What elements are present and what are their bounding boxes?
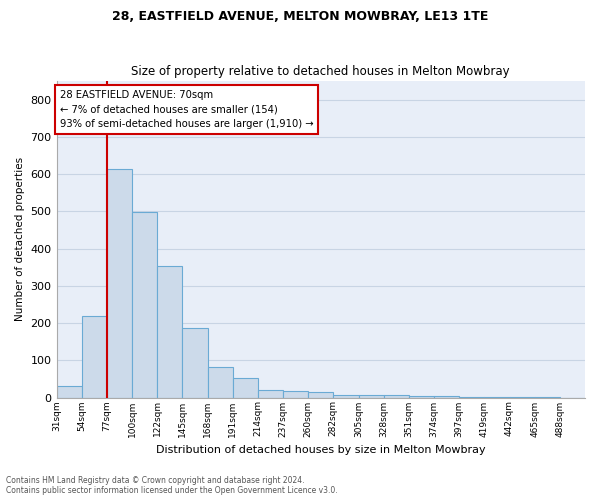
Y-axis label: Number of detached properties: Number of detached properties	[15, 157, 25, 322]
Bar	[409, 396, 434, 398]
Bar	[308, 392, 334, 398]
Bar	[383, 396, 409, 398]
Bar	[434, 396, 459, 398]
Bar	[283, 391, 308, 398]
Bar	[56, 386, 82, 398]
Bar	[484, 397, 509, 398]
Bar	[208, 366, 233, 398]
Bar	[334, 394, 359, 398]
Text: Contains HM Land Registry data © Crown copyright and database right 2024.
Contai: Contains HM Land Registry data © Crown c…	[6, 476, 338, 495]
Text: 28, EASTFIELD AVENUE, MELTON MOWBRAY, LE13 1TE: 28, EASTFIELD AVENUE, MELTON MOWBRAY, LE…	[112, 10, 488, 23]
X-axis label: Distribution of detached houses by size in Melton Mowbray: Distribution of detached houses by size …	[156, 445, 485, 455]
Bar	[459, 397, 484, 398]
Bar	[157, 266, 182, 398]
Bar	[258, 390, 283, 398]
Bar	[359, 396, 383, 398]
Bar	[107, 169, 132, 398]
Text: 28 EASTFIELD AVENUE: 70sqm
← 7% of detached houses are smaller (154)
93% of semi: 28 EASTFIELD AVENUE: 70sqm ← 7% of detac…	[59, 90, 313, 130]
Bar	[82, 316, 107, 398]
Bar	[182, 328, 208, 398]
Bar	[132, 212, 157, 398]
Bar	[233, 378, 258, 398]
Title: Size of property relative to detached houses in Melton Mowbray: Size of property relative to detached ho…	[131, 66, 510, 78]
